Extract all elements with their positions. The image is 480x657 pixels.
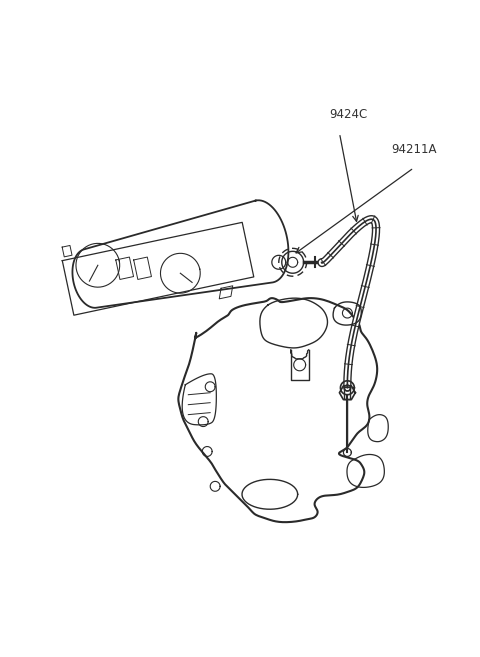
Text: 94211A: 94211A <box>391 143 437 156</box>
Text: 9424C: 9424C <box>329 108 368 121</box>
